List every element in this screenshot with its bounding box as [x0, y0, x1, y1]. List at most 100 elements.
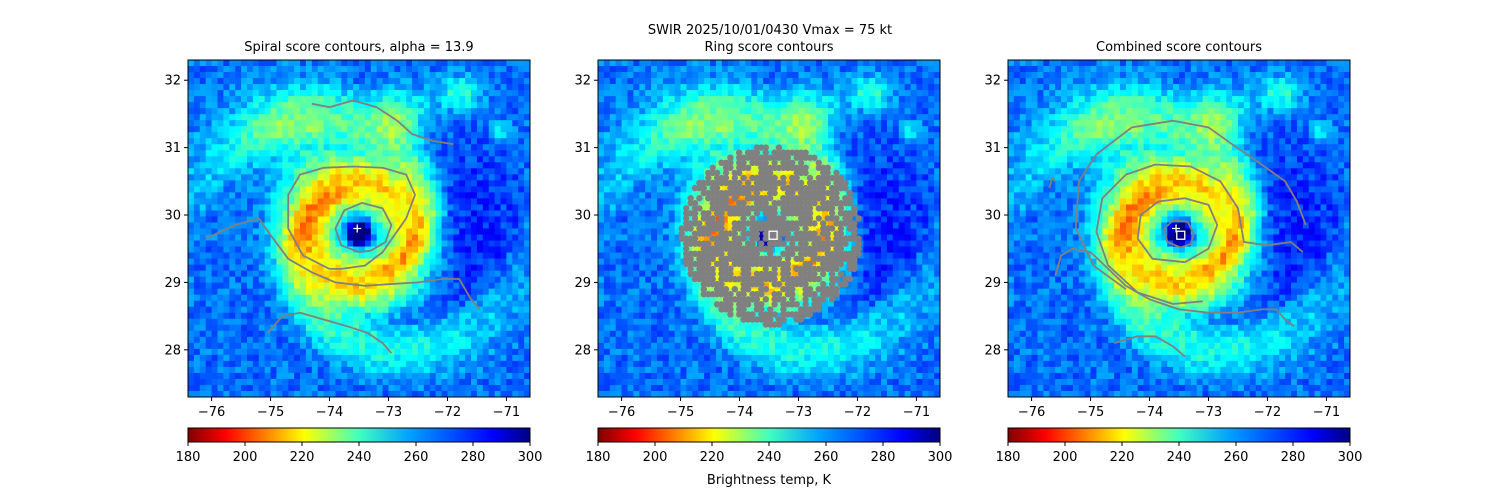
heatmap-cell: [804, 78, 811, 85]
heatmap-cell: [615, 102, 623, 109]
heatmap-cell: [388, 108, 395, 115]
heatmap-cell: [471, 102, 478, 109]
heatmap-cell: [211, 282, 219, 290]
heatmap-cell: [863, 78, 870, 85]
heatmap-cell: [300, 288, 307, 296]
heatmap-cell: [359, 288, 366, 296]
heatmap-cell: [810, 96, 817, 103]
heatmap-cell: [668, 150, 676, 157]
heatmap-cell: [335, 378, 342, 386]
heatmap-cell: [317, 270, 325, 278]
heatmap-cell: [751, 162, 758, 169]
heatmap-cell: [615, 78, 623, 85]
heatmap-cell: [898, 222, 906, 230]
heatmap-cell: [476, 378, 484, 386]
heatmap-cell: [400, 384, 407, 392]
heatmap-cell: [686, 150, 693, 157]
heatmap-cell: [839, 108, 847, 115]
heatmap-cell: [751, 84, 758, 91]
heatmap-cell: [704, 96, 711, 103]
heatmap-cell: [459, 378, 466, 386]
heatmap-cell: [311, 312, 319, 320]
heatmap-cell: [928, 222, 935, 230]
heatmap-cell: [394, 204, 401, 212]
heatmap-cell: [258, 246, 266, 254]
heatmap-cell: [300, 210, 307, 218]
heatmap-cell: [598, 78, 605, 85]
heatmap-cell: [524, 168, 530, 175]
heatmap-cell: [780, 66, 788, 73]
heatmap-cell: [476, 306, 484, 314]
heatmap-cell: [524, 78, 530, 85]
heatmap-cell: [774, 192, 782, 200]
heatmap-cell: [482, 168, 490, 175]
x-tick-label: −74: [316, 405, 343, 420]
heatmap-cell: [621, 108, 629, 115]
y-tick-label: 32: [164, 74, 181, 89]
heatmap-cell: [376, 216, 384, 224]
heatmap-cell: [869, 114, 876, 121]
heatmap-cell: [898, 216, 906, 224]
heatmap-cell: [453, 186, 460, 193]
heatmap-cell: [376, 360, 384, 368]
heatmap-cell: [674, 192, 682, 200]
heatmap-cell: [370, 210, 378, 218]
heatmap-cell: [400, 198, 407, 206]
heatmap-cell: [506, 366, 513, 374]
heatmap-cell: [668, 102, 676, 109]
heatmap-cell: [656, 180, 664, 187]
heatmap-cell: [898, 102, 906, 109]
heatmap-cell: [258, 186, 266, 193]
heatmap-cell: [288, 84, 295, 91]
heatmap-cell: [615, 156, 623, 163]
heatmap-cell: [270, 72, 278, 79]
heatmap-cell: [910, 120, 918, 127]
heatmap-cell: [698, 198, 705, 206]
colorbar: [187, 427, 531, 443]
heatmap-cell: [668, 144, 676, 151]
heatmap-cell: [264, 204, 272, 212]
heatmap-cell: [353, 288, 360, 296]
heatmap-cell: [370, 192, 378, 200]
heatmap-cell: [715, 66, 723, 73]
heatmap-cell: [217, 150, 224, 157]
heatmap-cell: [488, 60, 496, 67]
heatmap-cell: [235, 120, 242, 127]
heatmap-cell: [288, 198, 295, 206]
heatmap-cell: [447, 264, 454, 272]
heatmap-cell: [412, 324, 419, 332]
heatmap-cell: [476, 198, 484, 206]
heatmap-cell: [229, 216, 236, 224]
heatmap-cell: [359, 270, 366, 278]
heatmap-cell: [662, 198, 670, 206]
heatmap-cell: [780, 96, 788, 103]
heatmap-cell: [476, 78, 484, 85]
heatmap-cell: [494, 126, 502, 133]
heatmap-cell: [347, 162, 354, 169]
heatmap-cell: [235, 126, 242, 133]
heatmap-cell: [494, 264, 502, 272]
heatmap-cell: [615, 84, 623, 91]
heatmap-cell: [686, 144, 693, 151]
heatmap-cell: [459, 300, 466, 308]
heatmap-cell: [869, 216, 876, 224]
heatmap-cell: [317, 312, 325, 320]
heatmap-cell: [524, 150, 530, 157]
heatmap-cell: [211, 78, 219, 85]
heatmap-cell: [447, 318, 454, 326]
heatmap-cell: [258, 318, 266, 326]
heatmap-cell: [627, 84, 634, 91]
heatmap-cell: [323, 198, 331, 206]
heatmap-cell: [282, 264, 289, 272]
heatmap-cell: [294, 354, 301, 362]
heatmap-cell: [816, 72, 823, 79]
heatmap-cell: [423, 228, 431, 236]
heatmap-cell: [264, 372, 272, 380]
heatmap-cell: [839, 132, 847, 139]
heatmap-cell: [512, 192, 519, 200]
heatmap-cell: [429, 300, 437, 308]
heatmap-cell: [235, 216, 242, 224]
heatmap-cell: [300, 78, 307, 85]
heatmap-cell: [506, 168, 513, 175]
heatmap-cell: [810, 84, 817, 91]
